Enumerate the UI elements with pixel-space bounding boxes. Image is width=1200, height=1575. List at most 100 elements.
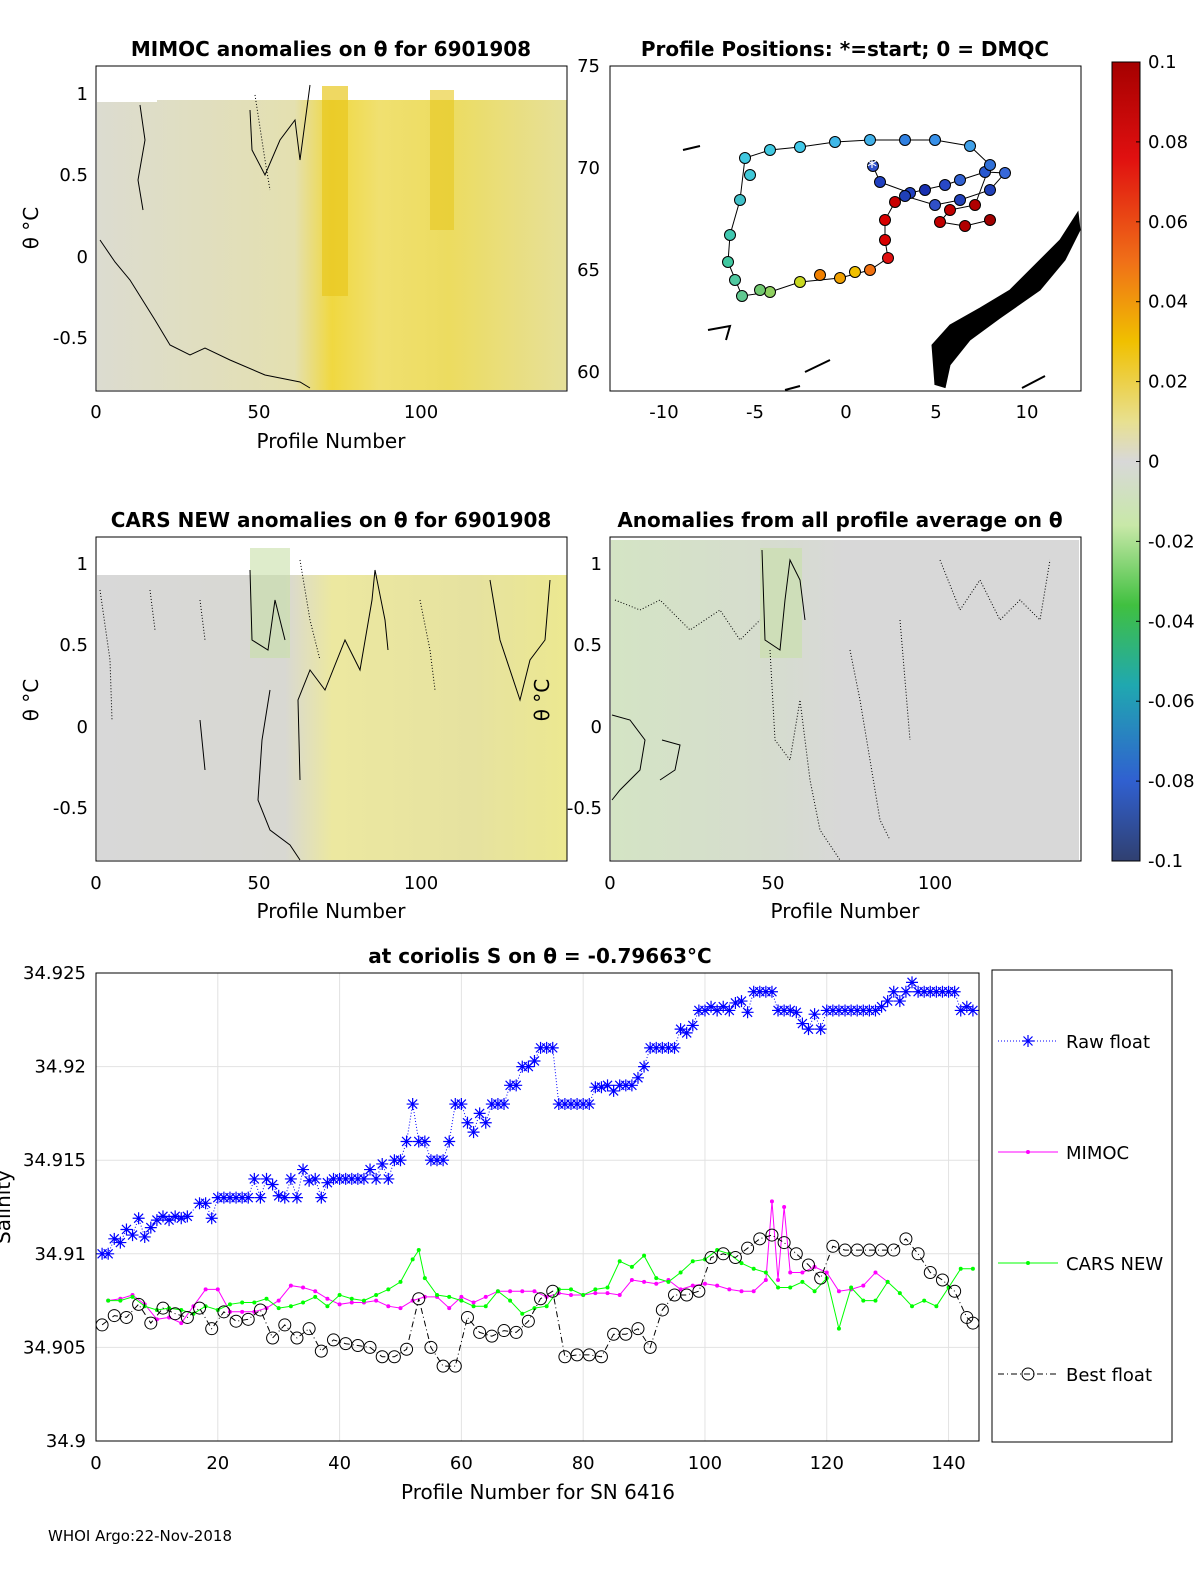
cars-ylabel: θ °C [19, 679, 43, 722]
best-float-point [619, 1327, 633, 1341]
raw-float-point [546, 1041, 559, 1054]
raw-float-point [686, 1019, 699, 1032]
raw-float-point [406, 1098, 419, 1111]
series-point [776, 1285, 781, 1290]
raw-float-point [431, 1154, 444, 1167]
map-ytick: 75 [577, 56, 600, 77]
cars-ytick: 0 [77, 717, 88, 738]
map-profile-point [874, 176, 886, 188]
best-float-point [278, 1318, 292, 1332]
best-float-point [826, 1239, 840, 1253]
series-point [727, 1287, 732, 1292]
series-point [739, 1289, 744, 1294]
series-line-best-float [101, 1234, 974, 1367]
best-float-point [765, 1228, 779, 1242]
series-point [325, 1296, 330, 1301]
raw-float-point [875, 1000, 888, 1013]
raw-float-point [528, 1054, 541, 1067]
mimoc-xlabel: Profile Number [257, 429, 407, 453]
legend-box [991, 969, 1173, 1443]
series-point [666, 1279, 671, 1284]
raw-float-point [345, 1172, 358, 1185]
raw-float-point [211, 1191, 224, 1204]
raw-float-point [784, 1004, 797, 1017]
series-point [885, 1279, 890, 1284]
raw-float-point [455, 1098, 468, 1111]
best-float-point [923, 1266, 937, 1280]
map-profile-point [724, 229, 736, 241]
best-float-point [570, 1348, 584, 1362]
map-profile-point [736, 290, 748, 302]
map-profile-point [829, 136, 841, 148]
legend-marker [1022, 1035, 1034, 1047]
mimoc-strong-band [322, 86, 348, 296]
raw-float-point [467, 1126, 480, 1139]
map-profile-point [754, 284, 766, 296]
raw-float-point [351, 1172, 364, 1185]
raw-float-point [437, 1154, 450, 1167]
raw-float-point [315, 1191, 328, 1204]
raw-float-point [832, 1004, 845, 1017]
raw-float-point [205, 1212, 218, 1225]
series-point [227, 1302, 232, 1307]
avg-ytick: 1 [591, 554, 602, 575]
best-float-point [424, 1340, 438, 1354]
raw-float-point [778, 1004, 791, 1017]
series-point [361, 1298, 366, 1303]
series-point [824, 1270, 829, 1275]
raw-float-point [102, 1247, 115, 1260]
raw-float-point [333, 1172, 346, 1185]
mimoc-strong-band-2 [430, 90, 454, 230]
raw-float-point [564, 1098, 577, 1111]
raw-float-point [857, 1004, 870, 1017]
raw-float-point [668, 1041, 681, 1054]
series-point [873, 1298, 878, 1303]
raw-float-point [558, 1098, 571, 1111]
series-point [776, 1278, 781, 1283]
series-point [763, 1270, 768, 1275]
best-float-point [728, 1251, 742, 1265]
best-float-point [302, 1322, 316, 1336]
chart-ylabel: Salinity [0, 1170, 15, 1244]
series-point [581, 1292, 586, 1297]
raw-float-point [826, 1004, 839, 1017]
mimoc-contour [99, 239, 311, 389]
series-point [702, 1281, 707, 1286]
series-point [642, 1279, 647, 1284]
raw-float-point [735, 995, 748, 1008]
raw-float-point [163, 1214, 176, 1227]
series-point [678, 1270, 683, 1275]
raw-float-point [199, 1197, 212, 1210]
raw-float-point [723, 1004, 736, 1017]
mimoc-ytick: 1 [77, 84, 88, 105]
raw-float-point [705, 1000, 718, 1013]
series-point [447, 1306, 452, 1311]
series-point [763, 1278, 768, 1283]
raw-float-point [449, 1098, 462, 1111]
colorbar: 0.1 0.08 0.06 0.04 0.02 0 -0.02 -0.04 -0.06 -0.08… [1111, 52, 1195, 872]
raw-float-point [303, 1174, 316, 1187]
raw-float-point [765, 985, 778, 998]
map-frame [609, 65, 1082, 392]
series-point [520, 1289, 525, 1294]
raw-float-point [595, 1081, 608, 1094]
raw-float-point [899, 985, 912, 998]
raw-float-point [242, 1191, 255, 1204]
raw-float-point [461, 1116, 474, 1129]
raw-float-point [175, 1212, 188, 1225]
series-point [386, 1304, 391, 1309]
avg-ytick: -0.5 [567, 798, 602, 819]
series-point [678, 1287, 683, 1292]
raw-float-point [613, 1079, 626, 1092]
best-float-point [935, 1273, 949, 1287]
map-profile-point [879, 234, 891, 246]
mimoc-xtick: 50 [248, 402, 271, 423]
mimoc-panel: MIMOC anomalies on θ for 6901908 1 0.5 0… [19, 37, 568, 453]
raw-float-point [698, 1004, 711, 1017]
raw-float-point [650, 1041, 663, 1054]
cars-xtick: 50 [248, 873, 271, 894]
coastline-norway [931, 210, 1081, 389]
map-profile-point [722, 256, 734, 268]
series-point [751, 1266, 756, 1271]
chart-xtick: 60 [450, 1453, 473, 1474]
